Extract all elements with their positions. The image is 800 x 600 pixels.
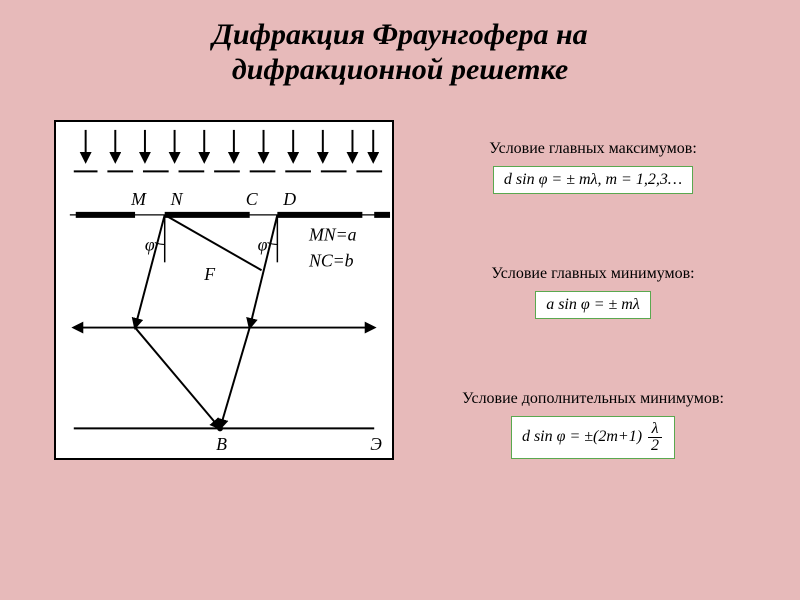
svg-text:NC=b: NC=b xyxy=(308,250,354,270)
svg-text:C: C xyxy=(246,189,259,209)
svg-text:Э: Э xyxy=(370,434,382,454)
diagram-box: M N C Dφ φ F B Э MN=a NC=b xyxy=(54,120,394,460)
maxima-label: Условие главных максимумов: xyxy=(410,140,776,158)
condition-minima: Условие главных минимумов: a sin φ = ± m… xyxy=(410,265,776,319)
condition-maxima: Условие главных максимумов: d sin φ = ± … xyxy=(410,140,776,194)
svg-text:D: D xyxy=(282,189,296,209)
maxima-formula: d sin φ = ± mλ, m = 1,2,3… xyxy=(493,166,693,194)
slide-title: Дифракция Фраунгофера на дифракционной р… xyxy=(0,0,800,87)
svg-text:F: F xyxy=(203,264,215,284)
minima-label: Условие главных минимумов: xyxy=(410,265,776,283)
condition-extra-minima: Условие дополнительных минимумов: d sin … xyxy=(410,390,776,459)
svg-text:MN=a: MN=a xyxy=(308,225,357,245)
frac-num: λ xyxy=(648,421,662,438)
minima-formula: a sin φ = ± mλ xyxy=(535,291,651,319)
extra-min-prefix: d sin φ = ±(2m+1) xyxy=(522,428,642,445)
svg-text:M: M xyxy=(130,189,147,209)
extra-min-label: Условие дополнительных минимумов: xyxy=(410,390,776,408)
title-line-2: дифракционной решетке xyxy=(0,53,800,88)
svg-text:B: B xyxy=(216,434,227,454)
minima-formula-text: a sin φ = ± mλ xyxy=(546,296,640,313)
svg-text:φ: φ xyxy=(258,234,268,254)
svg-text:N: N xyxy=(170,189,184,209)
maxima-formula-text: d sin φ = ± mλ, m = 1,2,3… xyxy=(504,171,682,188)
diffraction-diagram: M N C Dφ φ F B Э MN=a NC=b xyxy=(56,122,392,458)
slide: Дифракция Фраунгофера на дифракционной р… xyxy=(0,0,800,600)
frac-den: 2 xyxy=(648,438,662,454)
extra-min-formula: d sin φ = ±(2m+1) λ 2 xyxy=(511,416,675,459)
lambda-over-2-fraction: λ 2 xyxy=(648,421,662,454)
content-area: M N C Dφ φ F B Э MN=a NC=b Условие главных максим… xyxy=(0,120,800,600)
svg-text:φ: φ xyxy=(145,234,155,254)
title-line-1: Дифракция Фраунгофера на xyxy=(0,18,800,53)
formulas-column: Условие главных максимумов: d sin φ = ± … xyxy=(410,120,776,600)
